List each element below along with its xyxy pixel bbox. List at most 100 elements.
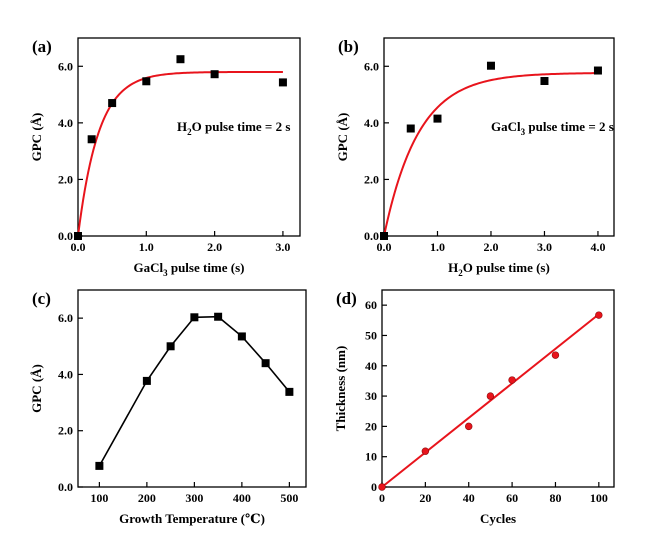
data-point — [176, 55, 185, 64]
x-tick-label: 3.0 — [275, 240, 290, 254]
data-point — [108, 99, 117, 108]
data-point — [166, 342, 175, 351]
x-tick-label: 2.0 — [483, 240, 498, 254]
fit-curve — [381, 313, 600, 488]
x-tick-label: 0 — [379, 491, 385, 505]
y-axis-label: GPC (Å) — [29, 113, 44, 162]
x-tick-label: 100 — [590, 491, 608, 505]
x-tick-label: 1.0 — [430, 240, 445, 254]
data-point — [95, 461, 104, 470]
chart-panel-c: 100 200 300 400 500 0.0 2.0 4.0 6.0 Growth Temper… — [29, 289, 307, 526]
y-tick-label: 2.0 — [364, 172, 379, 186]
annotation-pre: GaCl — [491, 119, 521, 134]
data-point — [433, 114, 442, 123]
data-point — [551, 351, 560, 359]
annotation-text: GaCl3 pulse time = 2 s — [491, 119, 614, 137]
x-tick-label: 400 — [233, 491, 251, 505]
y-tick-label: 30 — [365, 389, 377, 403]
x-axis-label: Cycles — [480, 511, 516, 526]
y-tick-label: 0.0 — [58, 480, 73, 494]
data-point — [237, 332, 246, 341]
plot-frame — [77, 289, 307, 488]
chart-panel-a: 0.0 1.0 2.0 3.0 0.0 2.0 4.0 6.0 GaCl3 pulse time… — [29, 37, 301, 278]
x-tick-label: 200 — [138, 491, 156, 505]
y-tick-label: 50 — [365, 328, 377, 342]
x-tick-label: 100 — [90, 491, 108, 505]
x-tick-label: 0.0 — [377, 240, 392, 254]
data-point — [142, 376, 151, 385]
data-point — [540, 76, 549, 85]
chart-panel-b: 0.0 1.0 2.0 3.0 4.0 0.0 2.0 4.0 6.0 H2O pulse tim… — [335, 37, 615, 278]
annotation-post: O pulse time = 2 s — [192, 119, 291, 134]
y-tick-label: 60 — [365, 298, 377, 312]
data-point — [380, 232, 388, 240]
x-axis-label: H2O pulse time (s) — [448, 260, 550, 278]
y-tick-label: 40 — [365, 359, 377, 373]
y-tick-label: 0 — [371, 480, 377, 494]
y-axis-label: Thickness (nm) — [333, 346, 348, 432]
x-axis-label: Growth Temperature (℃) — [119, 511, 265, 526]
plot-frame — [77, 37, 301, 237]
series-line — [98, 315, 290, 467]
x-tick-label: 4.0 — [590, 240, 605, 254]
data-point — [406, 124, 415, 133]
y-tick-label: 6.0 — [58, 311, 73, 325]
y-tick-label: 20 — [365, 419, 377, 433]
x-tick-label: 1.0 — [139, 240, 154, 254]
plot-frame — [381, 289, 615, 488]
data-point — [142, 77, 151, 86]
data-point — [278, 78, 287, 87]
data-point — [261, 359, 270, 368]
x-axis-label: GaCl3 pulse time (s) — [133, 260, 244, 278]
y-tick-label: 0.0 — [58, 229, 73, 243]
x-axis-label-tail: pulse time (s) — [168, 260, 245, 275]
data-point — [190, 313, 199, 322]
panel-label: (c) — [32, 289, 51, 308]
data-point — [87, 135, 96, 144]
data-point — [421, 447, 430, 455]
data-point — [486, 61, 495, 70]
data-point — [285, 387, 294, 396]
x-axis-label-main: Growth Temperature (℃) — [119, 511, 265, 526]
chart-panel-d: 0 20 40 60 80 100 0 10 20 30 40 50 60 Cycles Thickness… — [333, 289, 615, 526]
annotation-subscript: 3 — [521, 127, 526, 137]
y-tick-label: 2.0 — [58, 424, 73, 438]
x-tick-label: 3.0 — [537, 240, 552, 254]
y-tick-label: 0.0 — [364, 229, 379, 243]
annotation-text: H2O pulse time = 2 s — [177, 119, 290, 137]
panel-label: (b) — [338, 37, 359, 56]
x-tick-label: 60 — [506, 491, 518, 505]
y-tick-label: 4.0 — [364, 116, 379, 130]
y-tick-label: 10 — [365, 450, 377, 464]
annotation-post: pulse time = 2 s — [525, 119, 614, 134]
x-tick-label: 20 — [419, 491, 431, 505]
x-axis-label-tail: O pulse time (s) — [463, 260, 550, 275]
x-axis-label-subscript: 2 — [458, 268, 463, 278]
x-axis-label-main: GaCl — [133, 260, 163, 275]
y-tick-label: 4.0 — [58, 367, 73, 381]
panel-label: (a) — [32, 37, 52, 56]
x-axis-label-main: Cycles — [480, 511, 516, 526]
y-tick-label: 4.0 — [58, 116, 73, 130]
fit-curve — [383, 72, 598, 237]
y-tick-label: 6.0 — [58, 59, 73, 73]
panel-label: (d) — [336, 289, 357, 308]
data-point — [595, 311, 603, 319]
plot-frame — [383, 37, 615, 237]
x-axis-label-main: H — [448, 260, 458, 275]
data-point — [74, 232, 82, 240]
x-tick-label: 2.0 — [207, 240, 222, 254]
y-tick-label: 2.0 — [58, 172, 73, 186]
fit-curve — [77, 70, 283, 237]
annotation-pre: H — [177, 119, 187, 134]
x-tick-label: 500 — [280, 491, 298, 505]
data-point — [214, 312, 223, 321]
y-tick-label: 6.0 — [364, 59, 379, 73]
x-tick-label: 40 — [463, 491, 475, 505]
x-tick-label: 80 — [549, 491, 561, 505]
data-point — [210, 70, 219, 79]
y-axis-label: GPC (Å) — [29, 364, 44, 413]
annotation-subscript: 2 — [187, 127, 192, 137]
data-point — [593, 66, 602, 75]
